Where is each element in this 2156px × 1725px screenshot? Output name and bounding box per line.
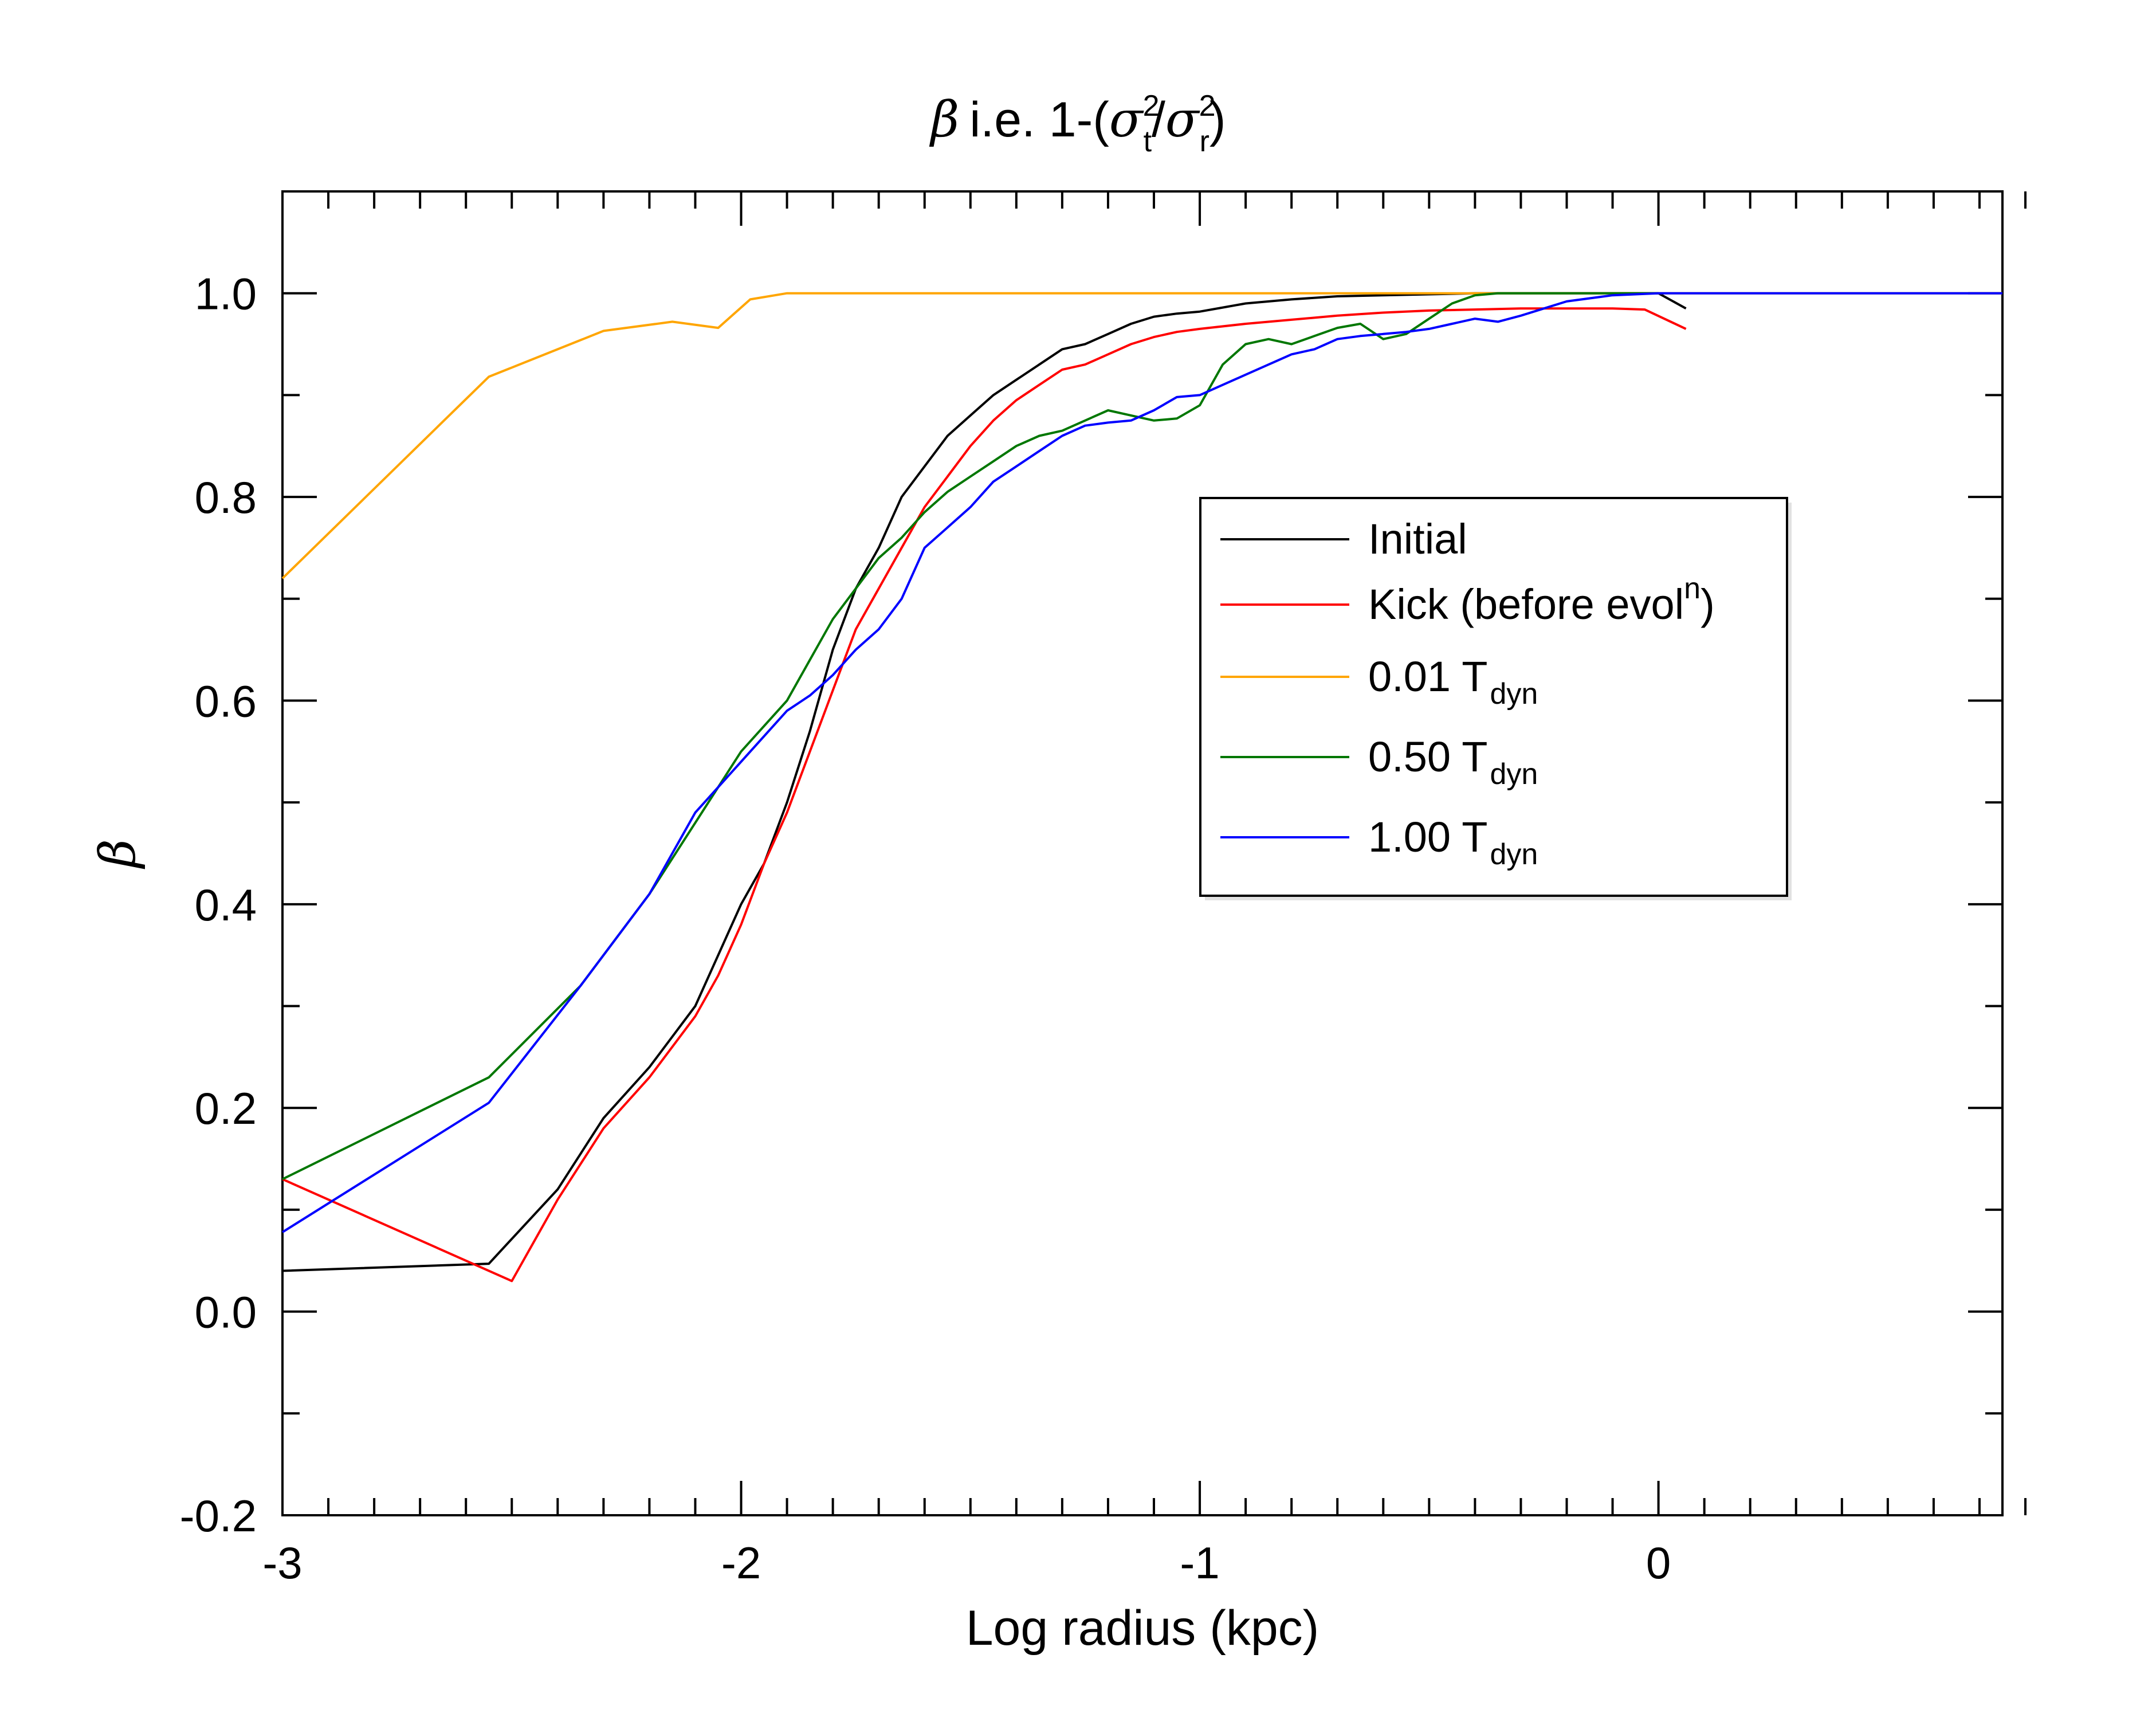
x-tick-label: -1 <box>1180 1538 1219 1588</box>
y-tick-label: 1.0 <box>195 269 257 319</box>
x-tick-label: 0 <box>1646 1538 1671 1588</box>
y-tick-label: 0.8 <box>195 472 257 523</box>
y-tick-label: -0.2 <box>180 1491 257 1541</box>
series-group <box>281 292 2002 1283</box>
series-line-1.00-tdyn <box>281 292 2002 1233</box>
x-axis-title: Log radius (kpc) <box>966 1601 1319 1656</box>
series-line-initial <box>282 292 1687 1272</box>
y-tick-label: 0.2 <box>195 1083 257 1134</box>
y-tick-label: 0.0 <box>195 1287 257 1338</box>
legend-label-kick: Kick (before evoln) <box>1368 572 1715 628</box>
tick-labels: -3 -2 -1 0 -0.2 0.0 0.2 0.4 0.6 0.8 1.0 <box>180 269 1671 1588</box>
legend-box <box>1199 497 1788 897</box>
legend-label-initial: Initial <box>1368 515 1467 563</box>
x-tick-label: -3 <box>262 1538 302 1588</box>
legend-label-1.00-tdyn: 1.00 Tdyn <box>1368 813 1538 871</box>
y-tick-label: 0.4 <box>195 880 257 930</box>
chart-title: β i.e. 1-(σ2 t/σ2 r) <box>929 89 1226 158</box>
legend: Initial Kick (before evoln) 0.01 Tdyn 0.… <box>1199 497 1792 900</box>
y-tick-label: 0.6 <box>195 676 257 726</box>
plot-frame <box>281 190 2004 1516</box>
legend-label-0.01-tdyn: 0.01 Tdyn <box>1368 653 1538 711</box>
series-line-kick <box>282 307 1687 1283</box>
y-axis-title: β <box>89 839 147 869</box>
legend-label-0.50-tdyn: 0.50 Tdyn <box>1368 733 1538 791</box>
x-tick-label: -2 <box>721 1538 761 1588</box>
series-line-0.50-tdyn <box>282 292 1659 1181</box>
